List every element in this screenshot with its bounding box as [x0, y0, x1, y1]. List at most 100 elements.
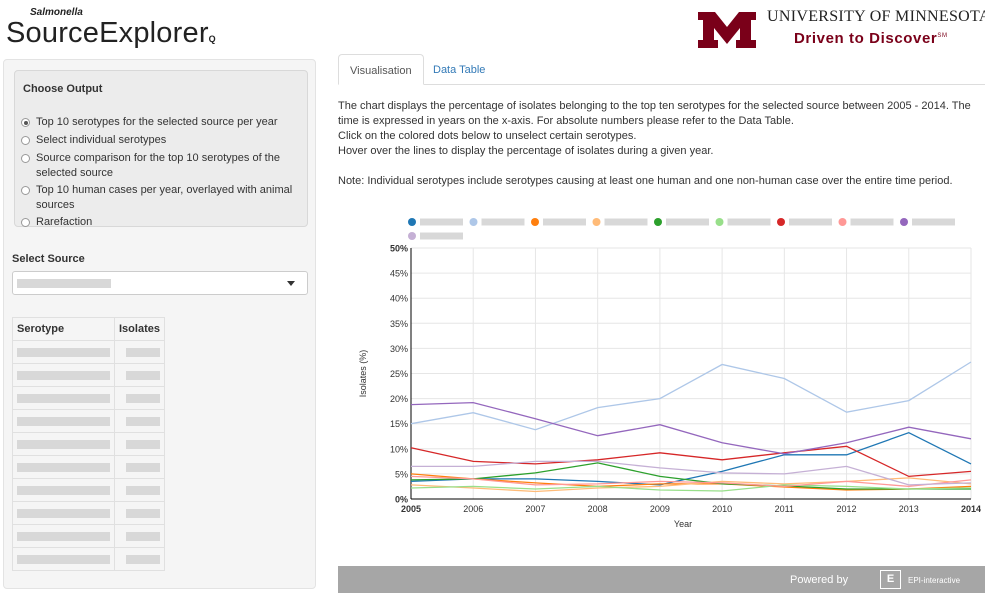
serotype-placeholder — [17, 416, 110, 426]
serotype-placeholder — [17, 531, 110, 541]
series-line-5[interactable] — [410, 462, 971, 490]
x-tick-label: 2012 — [837, 504, 857, 514]
serotype-table-body — [12, 340, 165, 571]
legend-dot-4[interactable] — [592, 218, 601, 226]
legend-label-placeholder — [789, 218, 832, 226]
x-tick-label: 2006 — [463, 504, 483, 514]
brand-title-text: SourceExplorer — [6, 17, 209, 49]
serotype-placeholder — [17, 370, 110, 380]
radio-rarefaction[interactable]: Rarefaction — [21, 215, 301, 230]
column-header-isolates[interactable]: Isolates — [114, 317, 165, 341]
serotype-placeholder — [17, 485, 110, 495]
serotype-placeholder — [17, 393, 110, 403]
y-tick-label: 45% — [390, 269, 408, 279]
radio-unselected-icon[interactable] — [21, 136, 30, 145]
legend-label-placeholder — [420, 232, 463, 240]
legend-label-placeholder — [420, 218, 463, 226]
serotype-table: Serotype Isolates — [12, 317, 165, 571]
series-line-2[interactable] — [410, 361, 972, 431]
radio-top10-serotypes[interactable]: Top 10 serotypes for the selected source… — [21, 115, 301, 130]
description-paragraph: The chart displays the percentage of iso… — [338, 100, 971, 127]
university-m-icon — [698, 12, 756, 48]
y-tick-label: 25% — [390, 369, 408, 379]
isolates-cell — [114, 547, 165, 571]
y-axis-label: Isolates (%) — [358, 350, 368, 398]
legend-dot-2[interactable] — [469, 218, 478, 226]
radio-label: Rarefaction — [36, 216, 93, 228]
tab-bar: Visualisation Data Table — [338, 54, 985, 85]
legend-dot-6[interactable] — [715, 218, 724, 226]
radio-selected-icon[interactable] — [21, 118, 30, 127]
legend-dot-7[interactable] — [777, 218, 785, 226]
y-tick-label: 35% — [390, 319, 408, 329]
chart-description: The chart displays the percentage of iso… — [338, 99, 984, 189]
description-hover-hint: Hover over the lines to display the perc… — [338, 145, 714, 157]
legend-dot-10[interactable] — [408, 232, 416, 240]
brand-title: SourceExplorerQ — [6, 18, 216, 54]
series-line-1[interactable] — [410, 431, 972, 486]
radio-label: Top 10 human cases per year, overlayed w… — [36, 184, 293, 211]
tab-visualisation[interactable]: Visualisation — [338, 54, 424, 85]
radio-source-comparison[interactable]: Source comparison for the top 10 serotyp… — [21, 151, 301, 181]
column-header-serotype[interactable]: Serotype — [12, 317, 115, 341]
table-row — [12, 524, 165, 548]
series-line-9[interactable] — [410, 401, 972, 455]
legend-dot-1[interactable] — [408, 218, 416, 226]
x-tick-label: 2007 — [525, 504, 545, 514]
y-tick-label: 50% — [390, 244, 408, 254]
isolates-cell — [114, 432, 165, 456]
radio-individual-serotypes[interactable]: Select individual serotypes — [21, 133, 301, 148]
table-row — [12, 386, 165, 410]
isolates-placeholder — [125, 485, 160, 495]
university-name: UNIVERSITY OF MINNESOTA — [767, 8, 985, 25]
y-tick-label: 20% — [390, 394, 408, 404]
serotype-cell — [12, 524, 115, 548]
isolates-placeholder — [125, 531, 160, 541]
series-line-8[interactable] — [410, 475, 972, 488]
legend-dot-3[interactable] — [531, 218, 539, 226]
isolates-placeholder — [125, 393, 160, 403]
table-row — [12, 501, 165, 525]
line-chart: 0% 5% 10% 15% 20% 25% 30% 35% 40% 45% 50% 2005 2006 2… — [358, 218, 981, 529]
isolates-cell — [114, 340, 165, 364]
x-tick-label: 2010 — [712, 504, 732, 514]
chevron-down-icon[interactable] — [287, 281, 295, 286]
x-tick-label: 2009 — [650, 504, 670, 514]
isolates-cell — [114, 524, 165, 548]
powered-by-text: Powered by — [790, 574, 849, 586]
legend-dot-5[interactable] — [654, 218, 662, 226]
series-line-4[interactable] — [410, 477, 972, 493]
series-line-7[interactable] — [410, 445, 972, 478]
x-tick-label: 2013 — [899, 504, 919, 514]
radio-human-cases[interactable]: Top 10 human cases per year, overlayed w… — [21, 183, 301, 213]
series-line-6[interactable] — [410, 484, 972, 492]
radio-unselected-icon[interactable] — [21, 218, 30, 227]
legend-dot-8[interactable] — [838, 218, 847, 226]
series-line-10[interactable] — [411, 460, 972, 486]
brand-subtitle: Salmonella — [30, 7, 83, 18]
output-options-panel: Choose Output Top 10 serotypes for the s… — [14, 70, 308, 230]
legend-dot-9[interactable] — [900, 218, 908, 226]
epi-interactive-link[interactable]: EPI-interactive — [908, 576, 961, 585]
legend-label-placeholder — [912, 218, 955, 226]
serotype-cell — [12, 386, 115, 410]
legend-label-placeholder — [850, 218, 894, 226]
radio-unselected-icon[interactable] — [21, 154, 30, 163]
isolates-cell — [114, 478, 165, 502]
tagline-text: Driven to Discover — [794, 30, 938, 47]
tab-data-table[interactable]: Data Table — [433, 64, 486, 76]
serotype-placeholder — [17, 554, 110, 564]
radio-unselected-icon[interactable] — [21, 186, 30, 195]
isolates-cell — [114, 386, 165, 410]
isolates-placeholder — [125, 347, 160, 357]
table-row — [12, 547, 165, 571]
source-select-placeholder — [17, 279, 111, 288]
table-row — [12, 432, 165, 456]
serotype-cell — [12, 363, 115, 387]
source-select[interactable] — [12, 271, 308, 295]
epi-logo-icon[interactable]: E — [880, 570, 901, 589]
x-tick-label: 2014 — [961, 504, 981, 514]
y-tick-label: 40% — [390, 294, 408, 304]
university-logo: UNIVERSITY OF MINNESOTA Driven to Discov… — [698, 8, 985, 50]
serotype-placeholder — [17, 347, 110, 357]
